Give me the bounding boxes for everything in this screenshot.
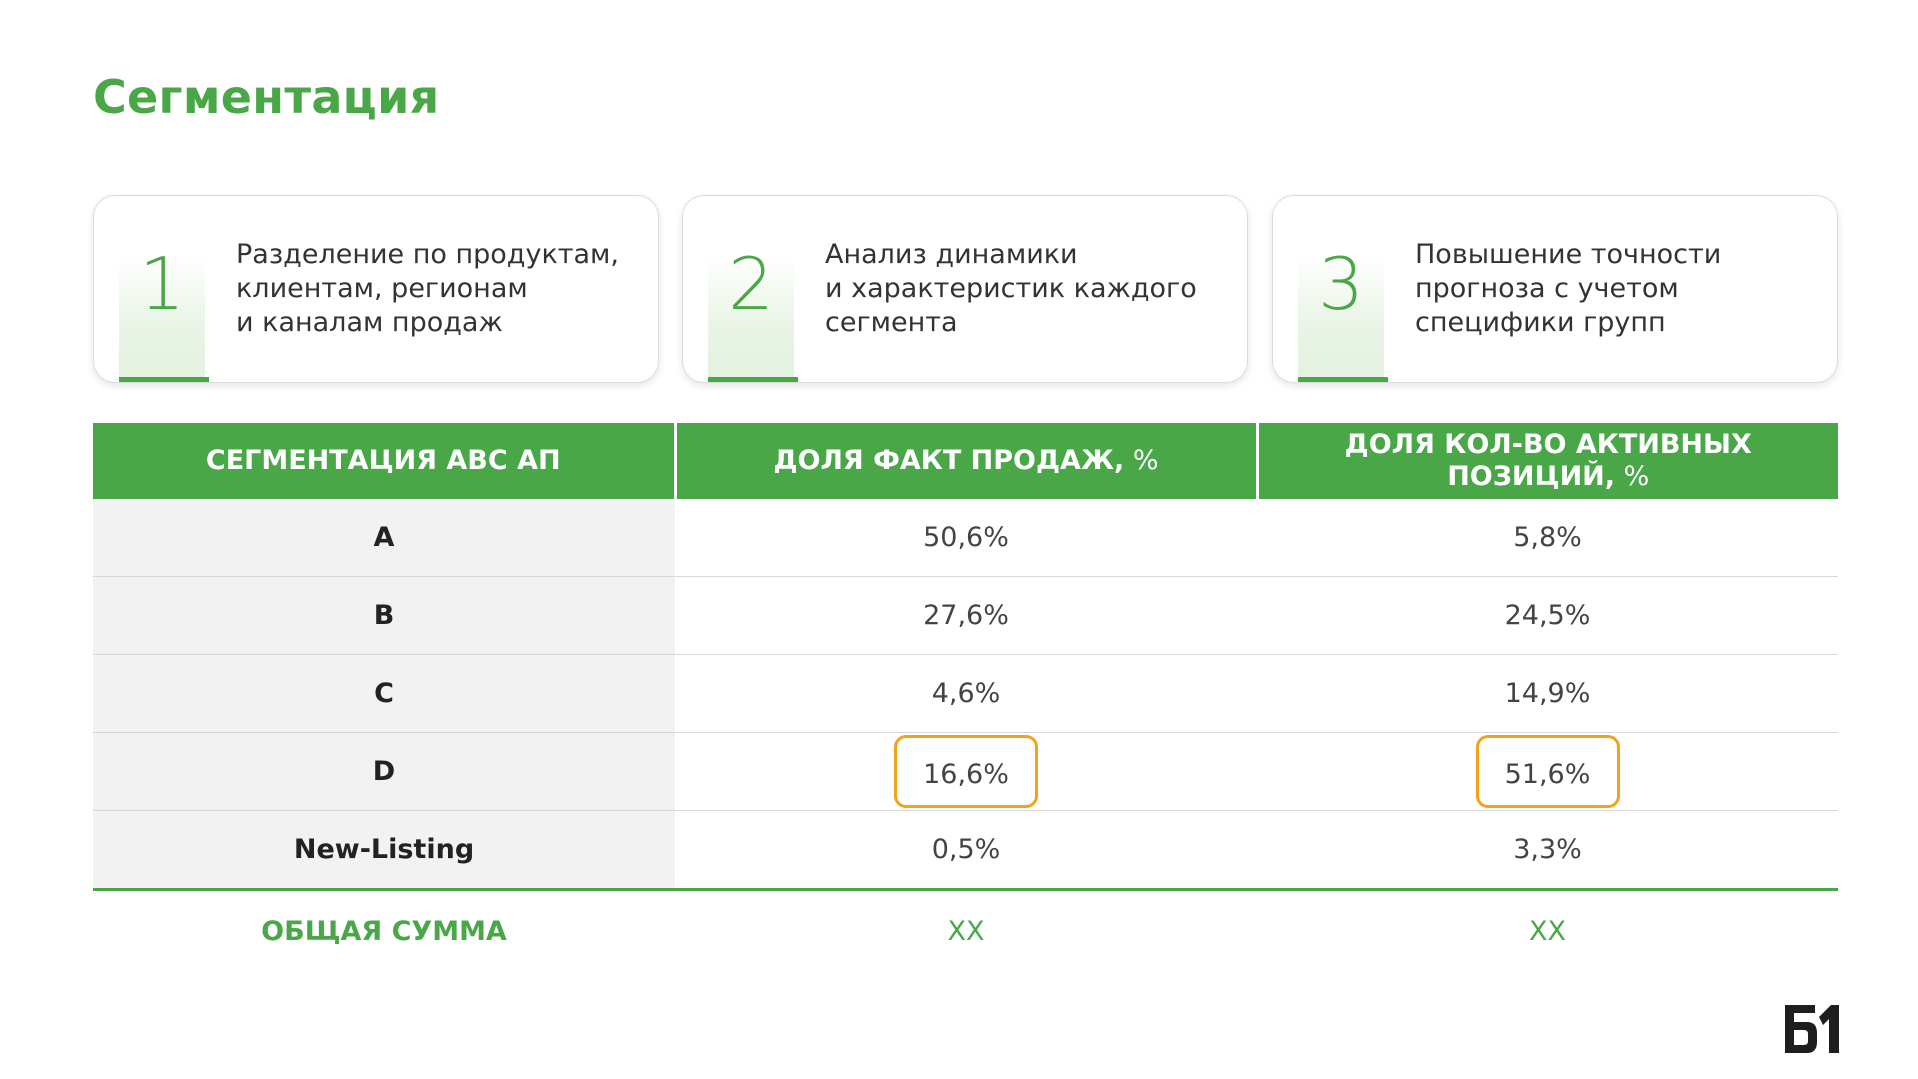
info-card-2: 2 Анализ динамики и характеристик каждог… xyxy=(682,195,1248,383)
highlight-box: 51,6% xyxy=(1475,735,1620,808)
active-share-cell: 5,8% xyxy=(1257,499,1838,577)
card-accent-line xyxy=(119,377,209,382)
segment-label: B xyxy=(93,576,675,655)
card-number-band xyxy=(1298,256,1384,381)
sales-share-cell: 50,6% xyxy=(675,499,1257,577)
segment-label: D xyxy=(93,732,675,811)
sales-share-cell: 16,6% xyxy=(675,732,1257,811)
total-row: ОБЩАЯ СУММА XX XX xyxy=(93,889,1838,971)
card-text: Повышение точности прогноза с учетом спе… xyxy=(1415,239,1722,338)
header-active-share: ДОЛЯ КОЛ-ВО АКТИВНЫХ ПОЗИЦИЙ, % xyxy=(1255,423,1838,499)
table-row: A 50,6% 5,8% xyxy=(93,499,1838,577)
sales-share-cell: 4,6% xyxy=(675,654,1257,733)
card-number: 1 xyxy=(139,242,185,326)
header-segment: СЕГМЕНТАЦИЯ ABC АП xyxy=(93,423,675,499)
active-share-cell: 14,9% xyxy=(1257,654,1838,733)
card-number: 3 xyxy=(1318,242,1364,326)
table-row: New-Listing 0,5% 3,3% xyxy=(93,810,1838,891)
info-card-3: 3 Повышение точности прогноза с учетом с… xyxy=(1272,195,1838,383)
total-active-share: XX xyxy=(1257,889,1838,971)
card-accent-line xyxy=(708,377,798,382)
total-label: ОБЩАЯ СУММА xyxy=(93,889,675,971)
card-accent-line xyxy=(1298,377,1388,382)
card-text: Анализ динамики и характеристик каждого … xyxy=(825,239,1197,338)
card-number-band xyxy=(708,256,794,381)
table-row: C 4,6% 14,9% xyxy=(93,654,1838,733)
table-header-row: СЕГМЕНТАЦИЯ ABC АП ДОЛЯ ФАКТ ПРОДАЖ, % Д… xyxy=(93,423,1838,499)
header-sales-share: ДОЛЯ ФАКТ ПРОДАЖ, % xyxy=(673,423,1257,499)
card-number: 2 xyxy=(728,242,774,326)
sales-share-cell: 27,6% xyxy=(675,576,1257,655)
b1-logo-icon xyxy=(1785,1005,1839,1053)
highlight-box: 16,6% xyxy=(894,735,1038,808)
segment-label: C xyxy=(93,654,675,733)
page-title: Сегментация xyxy=(93,70,440,124)
active-share-cell: 24,5% xyxy=(1257,576,1838,655)
active-share-cell: 51,6% xyxy=(1257,732,1838,811)
table-row: B 27,6% 24,5% xyxy=(93,576,1838,655)
segmentation-table: СЕГМЕНТАЦИЯ ABC АП ДОЛЯ ФАКТ ПРОДАЖ, % Д… xyxy=(93,423,1838,971)
info-card-1: 1 Разделение по продуктам, клиентам, рег… xyxy=(93,195,659,383)
card-text: Разделение по продуктам, клиентам, регио… xyxy=(236,239,619,338)
table-row: D 16,6% 51,6% xyxy=(93,732,1838,811)
sales-share-cell: 0,5% xyxy=(675,810,1257,891)
card-number-band xyxy=(119,256,205,381)
total-sales-share: XX xyxy=(675,889,1257,971)
active-share-cell: 3,3% xyxy=(1257,810,1838,891)
info-cards: 1 Разделение по продуктам, клиентам, рег… xyxy=(93,195,1838,385)
segment-label: New-Listing xyxy=(93,810,675,891)
segment-label: A xyxy=(93,499,675,577)
